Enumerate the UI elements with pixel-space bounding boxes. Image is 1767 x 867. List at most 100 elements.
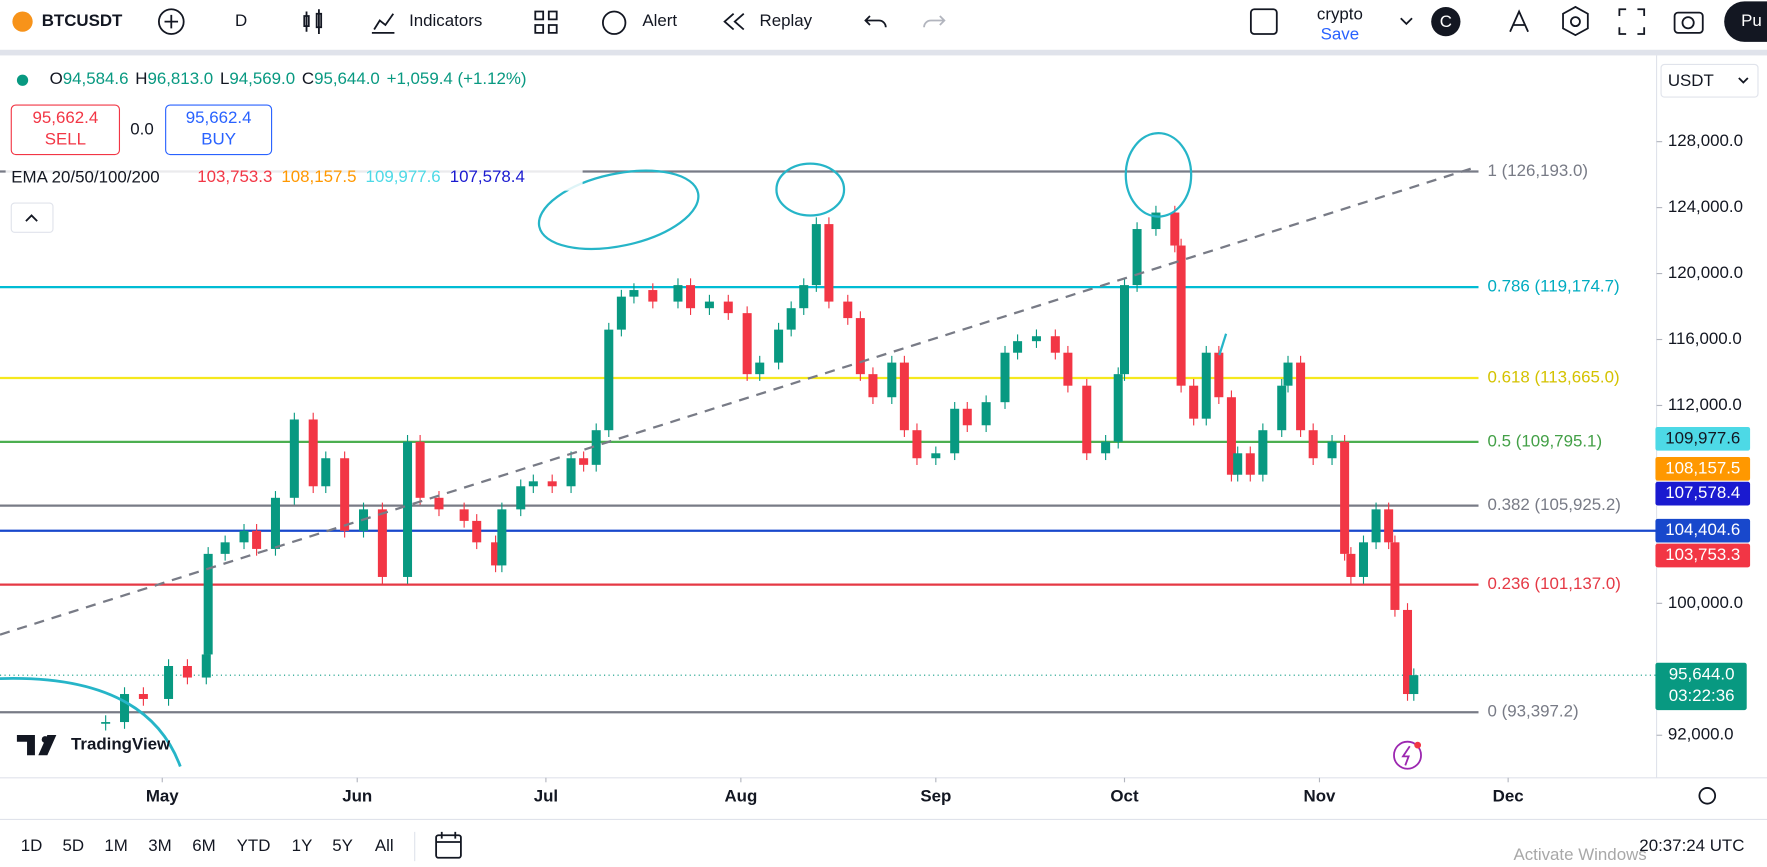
symbol[interactable]: BTCUSDT	[42, 11, 123, 30]
indicators-icon[interactable]	[371, 13, 395, 34]
axis-settings[interactable]	[1698, 787, 1717, 805]
undo[interactable]	[864, 15, 887, 28]
sell-button[interactable]	[10, 104, 121, 156]
add-symbol[interactable]	[157, 8, 185, 35]
toolbar-separator	[0, 49, 1767, 56]
range-button[interactable]: 1D	[21, 836, 43, 855]
trend-line[interactable]	[0, 165, 1477, 636]
pen-mark[interactable]	[1218, 333, 1228, 356]
replay[interactable]: Replay	[760, 11, 813, 30]
x-tick-label: Jul	[534, 786, 558, 805]
y-tick-label: 116,000.0	[1668, 329, 1742, 348]
buy-price[interactable]: 95,662.4	[186, 108, 252, 127]
candle	[1119, 285, 1130, 375]
collapse-button[interactable]	[10, 202, 54, 233]
candle	[774, 329, 784, 363]
candle	[1151, 212, 1161, 230]
news-badge	[1414, 741, 1422, 749]
news-bolt	[1401, 745, 1411, 766]
candle	[616, 296, 626, 330]
candle	[962, 408, 972, 426]
logo: TradingView	[16, 735, 171, 756]
chart-type[interactable]	[303, 9, 323, 35]
save[interactable]: Save	[1321, 25, 1359, 44]
candle	[824, 224, 834, 302]
news-icon[interactable]	[1393, 740, 1422, 770]
ema-value: 109,977.6	[366, 168, 441, 187]
candle	[1346, 553, 1356, 577]
range-button[interactable]: 6M	[192, 836, 215, 855]
o-label: O	[50, 70, 63, 89]
range-button[interactable]: 3M	[148, 836, 171, 855]
snapshot[interactable]	[1673, 11, 1704, 34]
snapshot-lens	[1681, 16, 1695, 30]
arc[interactable]	[0, 677, 182, 767]
publish[interactable]: Pu	[1741, 11, 1762, 30]
price-tag	[1655, 518, 1751, 543]
range-button[interactable]: 5D	[62, 836, 84, 855]
sell-label[interactable]: SELL	[45, 129, 86, 148]
sell-price[interactable]: 95,662.4	[32, 108, 98, 127]
candle	[1358, 542, 1368, 577]
range-button[interactable]: 5Y	[332, 836, 353, 855]
ema-value: 107,578.4	[450, 168, 525, 187]
goto-date[interactable]	[435, 834, 462, 859]
candle	[1371, 509, 1381, 543]
candle	[201, 654, 211, 678]
alert-icon[interactable]	[601, 10, 627, 35]
candle	[340, 458, 350, 531]
replay-icon[interactable]	[723, 13, 745, 31]
currency-select[interactable]	[1660, 63, 1759, 98]
candle	[1245, 453, 1255, 475]
layout-icon[interactable]	[1249, 8, 1278, 35]
candle	[843, 301, 853, 319]
clock[interactable]: 20:37:24 UTC	[1639, 836, 1744, 855]
ohlc: O94,584.6 H96,813.0 L94,569.0 C95,644.0 +1,0…	[50, 70, 527, 89]
candle	[239, 530, 249, 543]
range-button[interactable]: YTD	[237, 836, 271, 855]
candle	[120, 694, 130, 723]
avatar-bg[interactable]	[1431, 6, 1461, 37]
fullscreen[interactable]	[1618, 8, 1646, 35]
ellipse[interactable]	[532, 158, 706, 262]
candle	[547, 481, 557, 487]
y-tick-label: 100,000.0	[1668, 593, 1743, 612]
buy-button[interactable]	[165, 104, 273, 156]
candle	[220, 542, 230, 554]
close: 95,644.0	[314, 70, 380, 89]
ema-name[interactable]: EMA 20/50/100/200	[11, 168, 159, 187]
layout-menu[interactable]	[1400, 17, 1413, 26]
ellipse[interactable]	[1124, 132, 1193, 218]
avatar[interactable]: C	[1440, 12, 1452, 31]
status-dot	[16, 74, 29, 86]
buy-label[interactable]: BUY	[201, 129, 236, 148]
templates[interactable]	[534, 10, 558, 34]
candle	[1101, 441, 1111, 454]
indicators[interactable]: Indicators	[409, 11, 482, 30]
publish-bg[interactable]	[1724, 1, 1767, 42]
candle	[203, 553, 213, 655]
ema-bg	[5, 165, 583, 191]
quick-search[interactable]	[1509, 9, 1529, 33]
currency[interactable]: USDT	[1668, 71, 1714, 90]
alert[interactable]: Alert	[642, 11, 677, 30]
brand: TradingView	[71, 735, 171, 754]
fib-label: 0.5 (109,795.1)	[1488, 431, 1603, 450]
candle	[415, 441, 425, 498]
ellipse[interactable]	[775, 162, 846, 217]
high: 96,813.0	[147, 70, 213, 89]
candle	[472, 520, 482, 543]
range-button[interactable]: 1Y	[292, 836, 313, 855]
x-tick-label: Aug	[724, 786, 757, 805]
layout-name[interactable]: crypto	[1317, 4, 1363, 23]
candle	[855, 318, 865, 375]
range-button[interactable]: All	[375, 836, 394, 855]
settings[interactable]	[1562, 5, 1589, 37]
add-icon	[164, 14, 179, 29]
h-label: H	[135, 70, 147, 89]
interval[interactable]: D	[235, 11, 247, 30]
redo[interactable]	[923, 15, 946, 28]
range-button[interactable]: 1M	[104, 836, 127, 855]
candle	[1327, 441, 1337, 459]
fib-label: 0 (93,397.2)	[1488, 702, 1579, 721]
